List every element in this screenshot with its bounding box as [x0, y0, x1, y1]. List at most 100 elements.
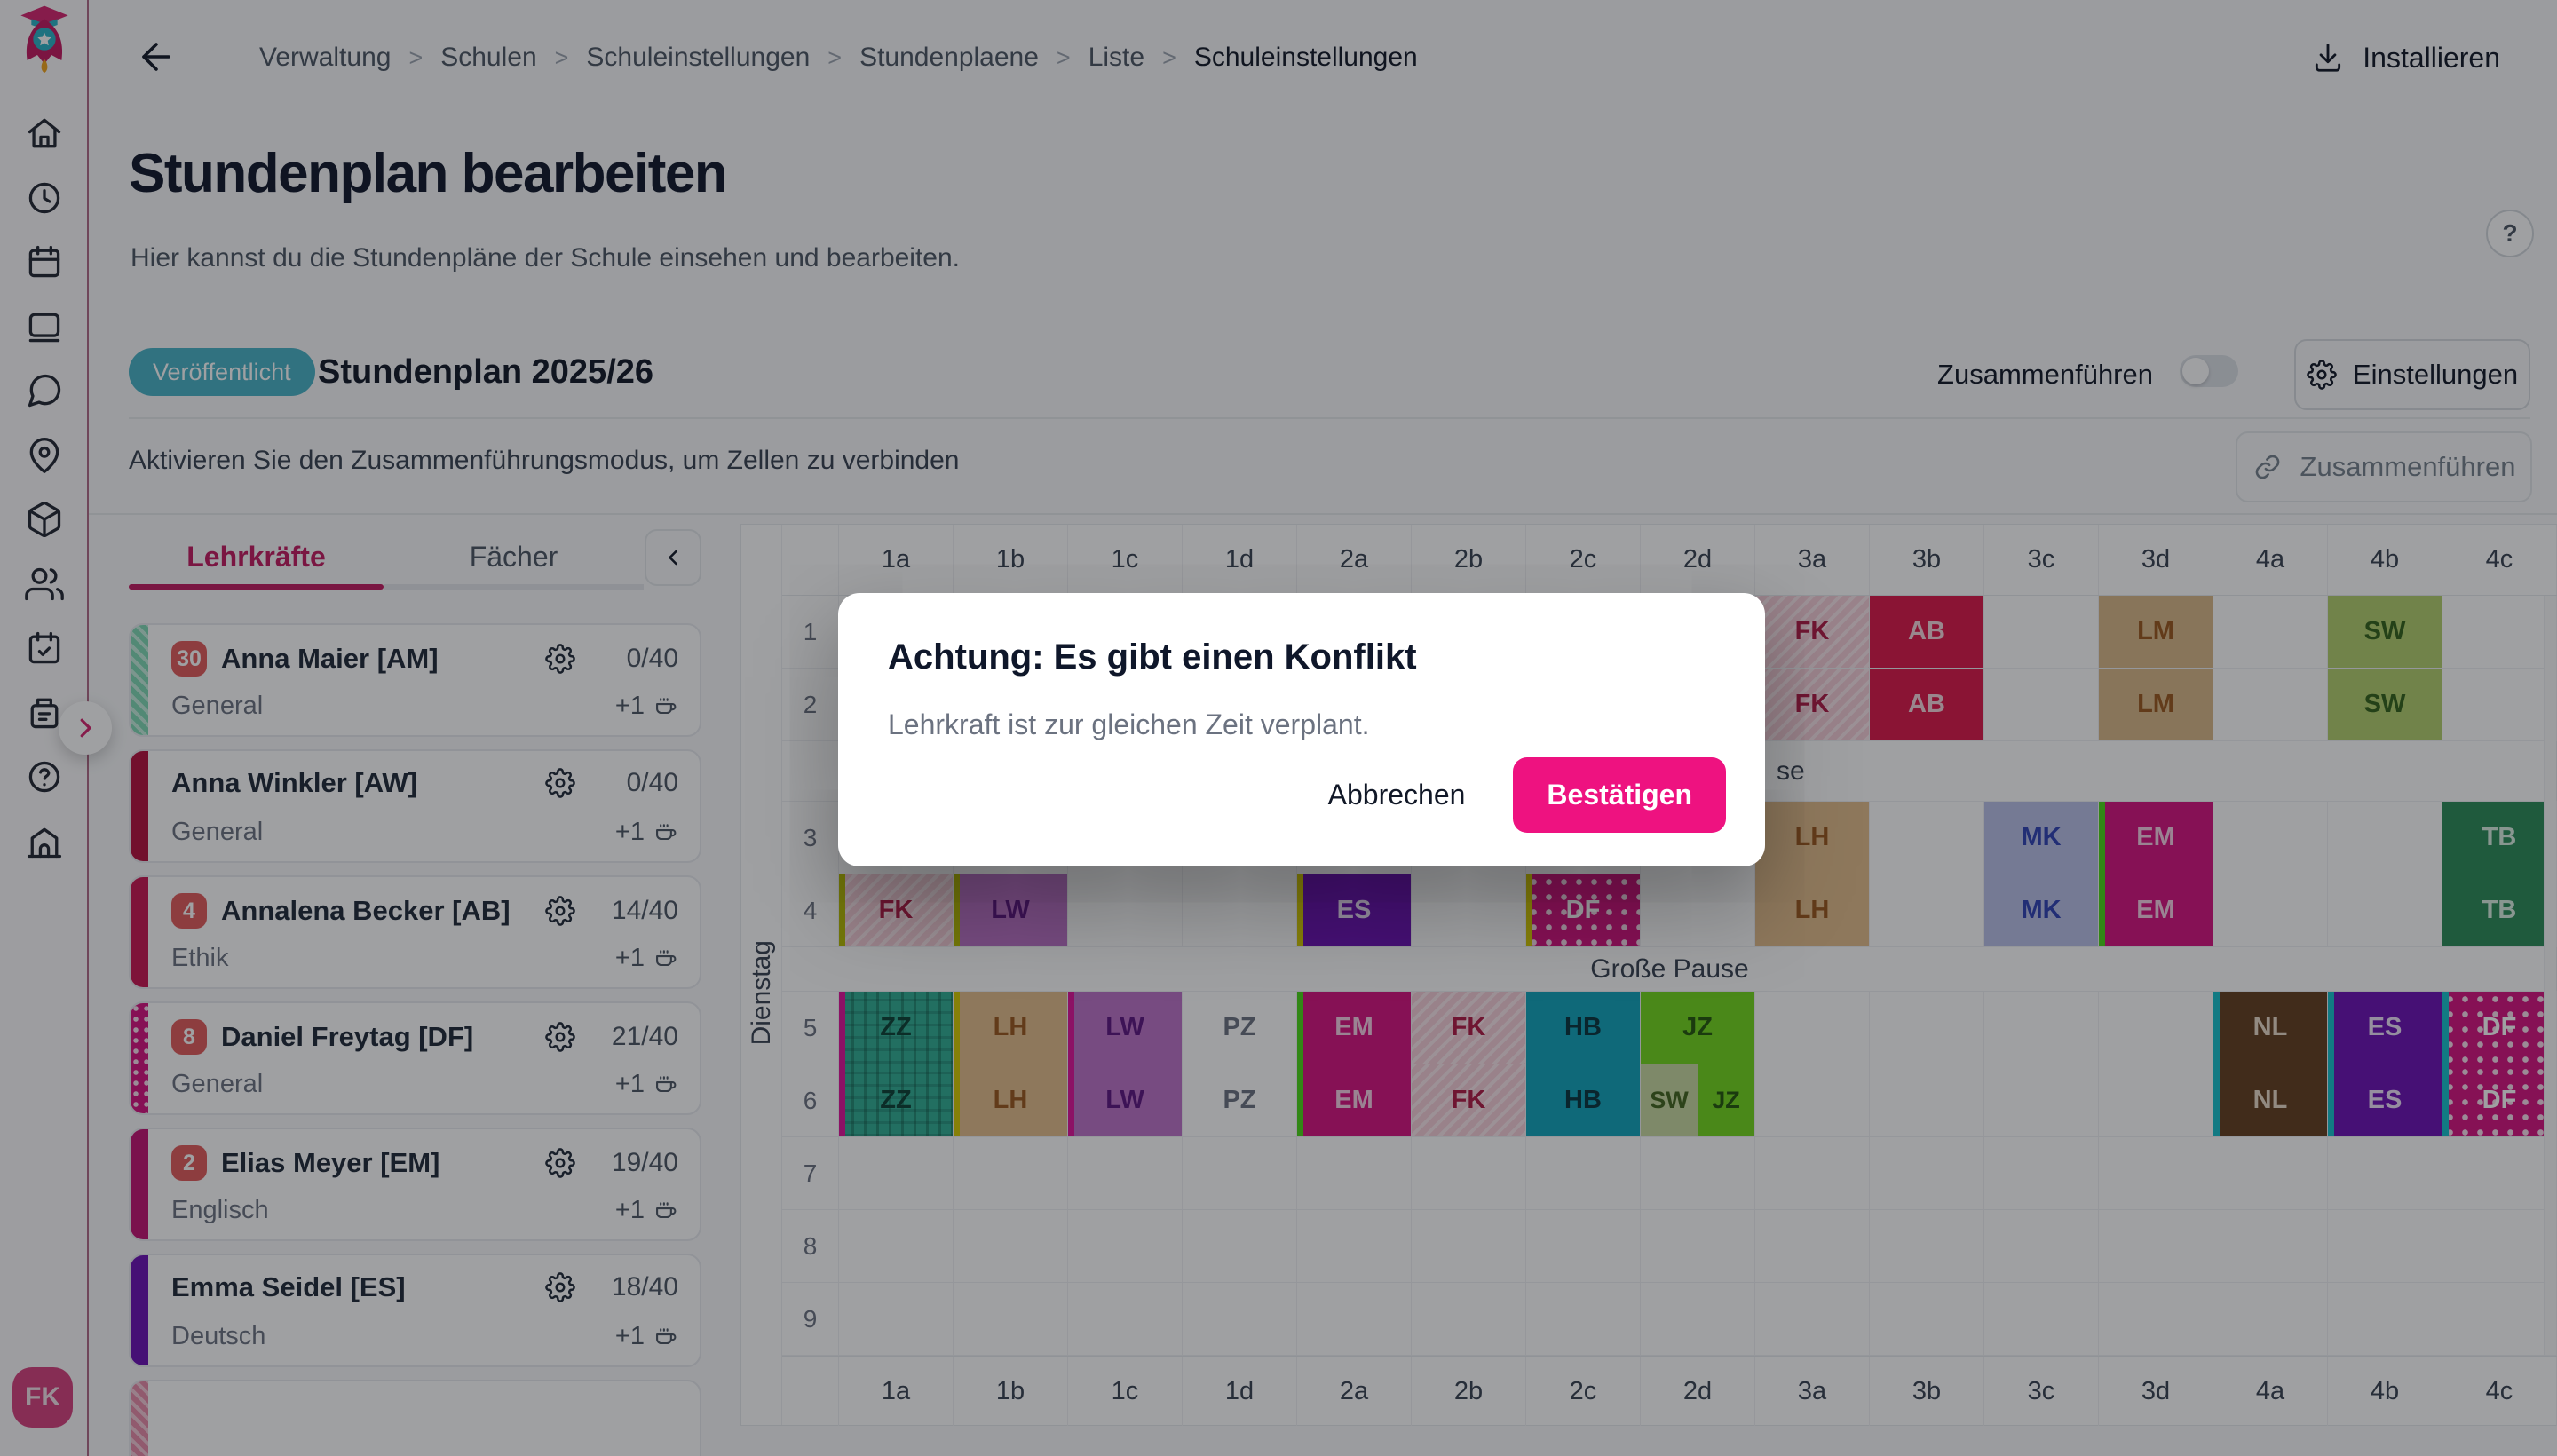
sidebar-item-calendar-check[interactable]	[25, 629, 64, 668]
class-column-header[interactable]: 4a	[2213, 525, 2328, 595]
timetable-cell[interactable]: SW	[2328, 596, 2442, 668]
timetable-cell[interactable]	[839, 1137, 954, 1209]
timetable-cell[interactable]	[2213, 802, 2328, 874]
timetable-cell[interactable]	[2213, 874, 2328, 946]
timetable-cell[interactable]: JZ	[1641, 992, 1755, 1064]
sidebar-item-chat[interactable]	[25, 371, 64, 410]
teacher-card[interactable]: 8 Daniel Freytag [DF] 21/40 General +1	[129, 1001, 701, 1115]
class-column-header[interactable]: 2c	[1526, 525, 1641, 595]
timetable-cell[interactable]	[1984, 596, 2099, 668]
timetable-cell[interactable]: LW	[1068, 992, 1183, 1064]
timetable-cell[interactable]: AB	[1870, 669, 1984, 740]
timetable-cell[interactable]	[1297, 1210, 1412, 1282]
scrollbar[interactable]	[2544, 596, 2556, 1355]
class-column-header[interactable]: 2b	[1412, 525, 1526, 595]
sidebar-item-school[interactable]	[25, 822, 64, 861]
timetable-cell[interactable]: HB	[1526, 992, 1641, 1064]
timetable-cell[interactable]: LW	[954, 874, 1068, 946]
breadcrumb-item[interactable]: Schuleinstellungen	[1193, 43, 1418, 72]
timetable-cell[interactable]	[1068, 874, 1183, 946]
timetable-cell[interactable]	[1984, 992, 2099, 1064]
timetable-cell[interactable]	[1641, 1283, 1755, 1355]
timetable-cell[interactable]	[1068, 1137, 1183, 1209]
class-column-header[interactable]: 3b	[1870, 1357, 1984, 1426]
timetable-cell[interactable]	[2328, 1283, 2442, 1355]
class-column-header[interactable]: 2c	[1526, 1357, 1641, 1426]
timetable-cell[interactable]	[2213, 669, 2328, 740]
back-button[interactable]	[135, 36, 178, 78]
class-column-header[interactable]: 3a	[1755, 525, 1870, 595]
timetable-cell[interactable]	[1870, 1283, 1984, 1355]
timetable-cell[interactable]: DF	[2442, 992, 2557, 1064]
timetable-cell[interactable]	[1641, 874, 1755, 946]
timetable-cell[interactable]	[1412, 874, 1526, 946]
class-column-header[interactable]: 3c	[1984, 525, 2099, 595]
timetable-cell[interactable]	[1526, 1137, 1641, 1209]
timetable-cell[interactable]	[2099, 992, 2213, 1064]
timetable-cell[interactable]: FK	[1755, 596, 1870, 668]
help-button[interactable]: ?	[2486, 210, 2534, 257]
class-column-header[interactable]: 1d	[1183, 1357, 1297, 1426]
timetable-cell[interactable]: LH	[954, 992, 1068, 1064]
timetable-cell[interactable]	[1641, 1210, 1755, 1282]
timetable-cell[interactable]	[839, 1210, 954, 1282]
breadcrumb-item[interactable]: Verwaltung	[259, 43, 392, 72]
timetable-cell[interactable]: PZ	[1183, 992, 1297, 1064]
timetable-cell[interactable]: LM	[2099, 596, 2213, 668]
teacher-settings-button[interactable]	[545, 644, 575, 674]
timetable-cell[interactable]	[1412, 1210, 1526, 1282]
timetable-cell[interactable]: LM	[2099, 669, 2213, 740]
timetable-cell[interactable]: ES	[2328, 992, 2442, 1064]
class-column-header[interactable]: 2d	[1641, 1357, 1755, 1426]
timetable-cell[interactable]	[2099, 1283, 2213, 1355]
timetable-cell[interactable]	[1870, 992, 1984, 1064]
timetable-cell[interactable]	[1870, 1137, 1984, 1209]
teacher-card[interactable]	[129, 1380, 701, 1456]
timetable-cell[interactable]: TB	[2442, 802, 2557, 874]
timetable-cell[interactable]	[1870, 1064, 1984, 1136]
timetable-cell[interactable]	[954, 1137, 1068, 1209]
teacher-settings-button[interactable]	[545, 896, 575, 926]
sidebar-item-help[interactable]	[25, 757, 64, 796]
timetable-cell[interactable]	[1755, 1064, 1870, 1136]
cancel-button[interactable]: Abbrechen	[1305, 761, 1489, 829]
class-column-header[interactable]: 3c	[1984, 1357, 2099, 1426]
timetable-cell[interactable]	[2328, 874, 2442, 946]
timetable-cell[interactable]	[1984, 1283, 2099, 1355]
teacher-settings-button[interactable]	[545, 1022, 575, 1052]
class-column-header[interactable]: 1b	[954, 1357, 1068, 1426]
timetable-cell[interactable]: NL	[2213, 992, 2328, 1064]
confirm-button[interactable]: Bestätigen	[1513, 757, 1726, 833]
timetable-cell[interactable]	[1755, 1137, 1870, 1209]
timetable-cell[interactable]: HB	[1526, 1064, 1641, 1136]
timetable-cell[interactable]	[1870, 874, 1984, 946]
teacher-settings-button[interactable]	[545, 768, 575, 798]
timetable-cell[interactable]	[1183, 874, 1297, 946]
user-avatar[interactable]: FK	[12, 1367, 73, 1428]
sidebar-item-clock[interactable]	[25, 178, 64, 218]
timetable-cell[interactable]	[839, 1283, 954, 1355]
app-logo-icon[interactable]	[16, 4, 73, 82]
timetable-cell[interactable]: DF	[1526, 874, 1641, 946]
sidebar-item-home[interactable]	[25, 114, 64, 153]
timetable-cell[interactable]: FK	[1755, 669, 1870, 740]
timetable-cell[interactable]	[2328, 1210, 2442, 1282]
teacher-list[interactable]: 30 Anna Maier [AM] 0/40 General +1 Anna Winkl…	[129, 623, 701, 1456]
timetable-cell[interactable]	[1870, 1210, 1984, 1282]
timetable-cell[interactable]	[954, 1283, 1068, 1355]
timetable-cell[interactable]	[1412, 1137, 1526, 1209]
timetable-cell[interactable]	[1984, 669, 2099, 740]
timetable-cell[interactable]	[2328, 1137, 2442, 1209]
timetable-cell[interactable]	[2099, 1137, 2213, 1209]
class-column-header[interactable]: 2d	[1641, 525, 1755, 595]
timetable-cell[interactable]	[1641, 1137, 1755, 1209]
timetable-cell[interactable]: SW	[2328, 669, 2442, 740]
timetable-cell[interactable]	[1068, 1210, 1183, 1282]
class-column-header[interactable]: 4b	[2328, 525, 2442, 595]
sidebar-item-calendar[interactable]	[25, 242, 64, 281]
teacher-card[interactable]: Emma Seidel [ES] 18/40 Deutsch +1	[129, 1254, 701, 1367]
sidebar-item-users[interactable]	[25, 565, 64, 604]
timetable-cell[interactable]: EM	[1297, 992, 1412, 1064]
timetable-cell[interactable]: MK	[1984, 874, 2099, 946]
breadcrumb-item[interactable]: Stundenplaene	[859, 43, 1039, 72]
